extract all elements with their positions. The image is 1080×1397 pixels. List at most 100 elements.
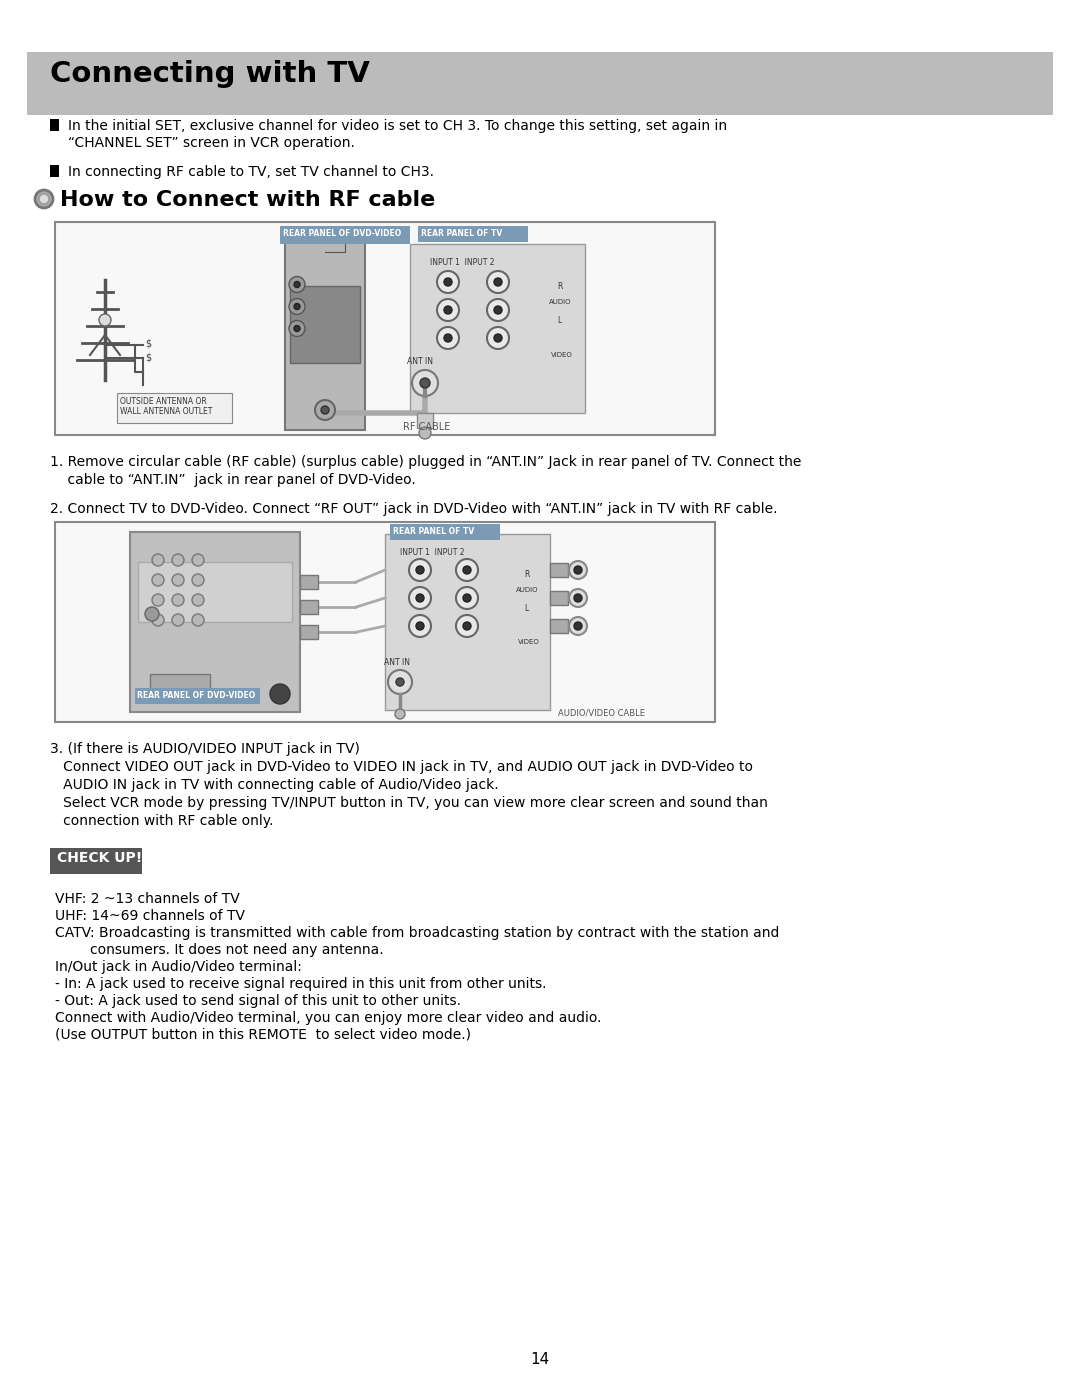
Text: 1. Remove circular cable (RF cable) (surplus cable) plugged in “ANT.IN” Jack in : 1. Remove circular cable (RF cable) (sur…	[50, 455, 801, 469]
Text: $: $	[145, 339, 151, 349]
Text: VIDEO: VIDEO	[518, 638, 540, 645]
Circle shape	[437, 271, 459, 293]
Circle shape	[573, 566, 582, 574]
Circle shape	[192, 594, 204, 606]
Text: L: L	[524, 604, 528, 613]
Circle shape	[39, 194, 49, 204]
Text: 14: 14	[530, 1352, 550, 1368]
Text: VIDEO: VIDEO	[551, 352, 572, 358]
Circle shape	[172, 555, 184, 566]
Circle shape	[444, 278, 453, 286]
Bar	[300, 601, 318, 615]
Circle shape	[487, 327, 509, 349]
Text: AUDIO IN jack in TV with connecting cable of Audio/Video jack.: AUDIO IN jack in TV with connecting cabl…	[50, 778, 499, 792]
Circle shape	[569, 590, 588, 608]
Text: consumers. It does not need any antenna.: consumers. It does not need any antenna.	[55, 943, 383, 957]
Circle shape	[487, 299, 509, 321]
Text: R: R	[557, 282, 563, 291]
Text: ANT IN: ANT IN	[384, 658, 410, 666]
Circle shape	[289, 277, 305, 292]
Circle shape	[145, 608, 159, 622]
Bar	[550, 619, 568, 633]
Circle shape	[321, 407, 329, 414]
Bar	[550, 563, 568, 577]
Text: “CHANNEL SET” screen in VCR operation.: “CHANNEL SET” screen in VCR operation.	[68, 136, 355, 149]
Text: AUDIO: AUDIO	[549, 299, 571, 305]
Bar	[291, 286, 360, 363]
Circle shape	[437, 299, 459, 321]
Text: How to Connect with RF cable: How to Connect with RF cable	[60, 190, 435, 210]
Text: OUTSIDE ANTENNA OR
WALL ANTENNA OUTLET: OUTSIDE ANTENNA OR WALL ANTENNA OUTLET	[120, 397, 213, 416]
Circle shape	[35, 190, 53, 208]
Bar	[130, 532, 300, 712]
Circle shape	[388, 671, 411, 694]
Circle shape	[192, 615, 204, 626]
Circle shape	[396, 678, 404, 686]
Text: 3. (If there is AUDIO/VIDEO INPUT jack in TV): 3. (If there is AUDIO/VIDEO INPUT jack i…	[50, 742, 360, 756]
Bar	[410, 244, 585, 414]
Circle shape	[411, 370, 438, 395]
Bar	[300, 626, 318, 640]
Bar	[280, 226, 410, 244]
Bar	[417, 414, 433, 427]
Text: 2. Connect TV to DVD-Video. Connect “RF OUT” jack in DVD-Video with “ANT.IN” jac: 2. Connect TV to DVD-Video. Connect “RF …	[50, 502, 778, 515]
Circle shape	[409, 559, 431, 581]
Text: REAR PANEL OF TV: REAR PANEL OF TV	[421, 229, 502, 237]
Circle shape	[456, 587, 478, 609]
Circle shape	[463, 622, 471, 630]
Text: RF CABLE: RF CABLE	[403, 422, 450, 432]
Circle shape	[416, 622, 424, 630]
Circle shape	[172, 594, 184, 606]
Circle shape	[172, 574, 184, 585]
Text: cable to “ANT.IN”  jack in rear panel of DVD-Video.: cable to “ANT.IN” jack in rear panel of …	[50, 474, 416, 488]
Bar	[384, 534, 550, 710]
Bar	[300, 576, 318, 590]
Bar	[117, 393, 232, 423]
Circle shape	[172, 615, 184, 626]
Circle shape	[409, 587, 431, 609]
Text: REAR PANEL OF DVD-VIDEO: REAR PANEL OF DVD-VIDEO	[283, 229, 402, 237]
Circle shape	[444, 334, 453, 342]
Circle shape	[437, 327, 459, 349]
Text: connection with RF cable only.: connection with RF cable only.	[50, 814, 273, 828]
Circle shape	[395, 710, 405, 719]
Circle shape	[192, 574, 204, 585]
Circle shape	[294, 326, 300, 331]
Text: Connect with Audio/Video terminal, you can enjoy more clear video and audio.: Connect with Audio/Video terminal, you c…	[55, 1011, 602, 1025]
Circle shape	[569, 562, 588, 578]
Text: UHF: 14~69 channels of TV: UHF: 14~69 channels of TV	[55, 909, 245, 923]
Circle shape	[152, 594, 164, 606]
Text: CATV: Broadcasting is transmitted with cable from broadcasting station by contra: CATV: Broadcasting is transmitted with c…	[55, 926, 780, 940]
Text: REAR PANEL OF DVD-VIDEO: REAR PANEL OF DVD-VIDEO	[137, 692, 255, 700]
Text: (Use OUTPUT button in this REMOTE  to select video mode.): (Use OUTPUT button in this REMOTE to sel…	[55, 1028, 471, 1042]
Text: ANT IN: ANT IN	[407, 358, 433, 366]
Circle shape	[289, 299, 305, 314]
Circle shape	[494, 278, 502, 286]
Text: In connecting RF cable to TV, set TV channel to CH3.: In connecting RF cable to TV, set TV cha…	[68, 165, 434, 179]
Text: INPUT 1  INPUT 2: INPUT 1 INPUT 2	[400, 548, 464, 557]
Circle shape	[569, 617, 588, 636]
Bar	[55, 222, 715, 434]
Bar	[55, 522, 715, 722]
Text: In the initial SET, exclusive channel for video is set to CH 3. To change this s: In the initial SET, exclusive channel fo…	[68, 119, 727, 133]
Circle shape	[463, 594, 471, 602]
Bar	[418, 226, 528, 242]
Bar	[150, 673, 210, 694]
Circle shape	[294, 303, 300, 310]
Bar	[550, 591, 568, 605]
Circle shape	[99, 314, 111, 326]
Circle shape	[463, 566, 471, 574]
Circle shape	[573, 622, 582, 630]
Circle shape	[294, 282, 300, 288]
Text: L: L	[557, 316, 562, 326]
Text: AUDIO/VIDEO CABLE: AUDIO/VIDEO CABLE	[558, 708, 645, 717]
Bar	[138, 562, 292, 622]
Text: - In: A jack used to receive signal required in this unit from other units.: - In: A jack used to receive signal requ…	[55, 977, 546, 990]
Text: INPUT 1  INPUT 2: INPUT 1 INPUT 2	[430, 258, 495, 267]
Circle shape	[456, 615, 478, 637]
Circle shape	[152, 555, 164, 566]
Text: R: R	[524, 570, 529, 578]
Text: Select VCR mode by pressing TV/INPUT button in TV, you can view more clear scree: Select VCR mode by pressing TV/INPUT but…	[50, 796, 768, 810]
Bar	[50, 119, 59, 131]
Circle shape	[444, 306, 453, 314]
